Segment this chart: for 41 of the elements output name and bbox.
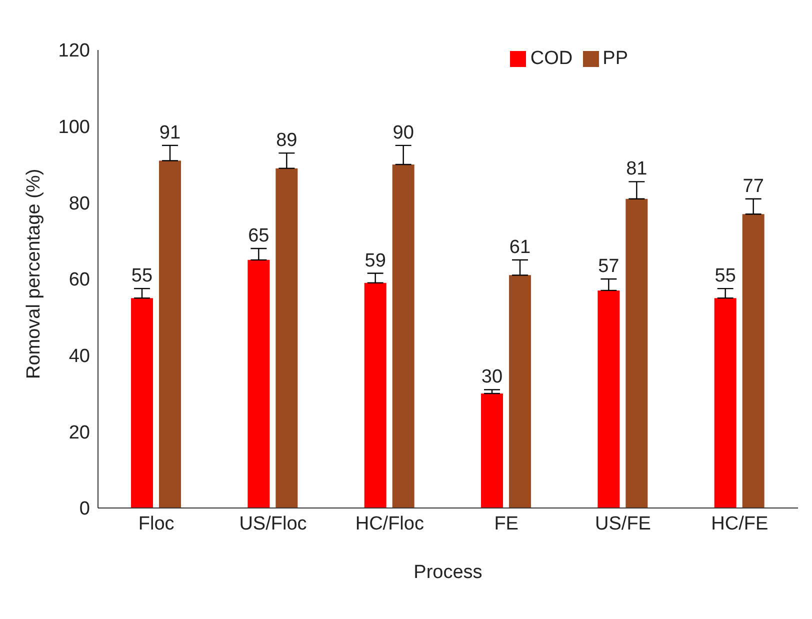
bar: [364, 282, 386, 508]
x-tick-label: FE: [494, 513, 518, 534]
x-tick-label: HC/FE: [711, 513, 768, 534]
data-label: 77: [742, 176, 764, 197]
x-tick-label: US/Floc: [239, 513, 307, 534]
bar: [392, 164, 414, 508]
data-label: 57: [598, 256, 620, 277]
legend-label: COD: [530, 48, 573, 69]
y-tick-label: 20: [68, 422, 90, 444]
data-label: 59: [364, 250, 386, 272]
bar: [509, 275, 531, 508]
bar: [248, 260, 270, 508]
bar: [598, 290, 620, 508]
y-axis-title: Romoval percentage (%): [24, 168, 45, 379]
bar: [131, 298, 153, 508]
data-label: 90: [392, 122, 414, 144]
bar: [626, 198, 648, 508]
data-label: 55: [714, 266, 736, 287]
data-label: 81: [626, 158, 648, 180]
x-tick-label: Floc: [138, 513, 174, 534]
x-axis-title: Process: [414, 562, 482, 583]
y-tick-label: 0: [79, 498, 90, 520]
data-label: 55: [131, 266, 153, 287]
y-tick-label: 120: [58, 40, 90, 62]
bar: [714, 298, 736, 508]
bar: [159, 160, 181, 508]
data-label: 30: [481, 366, 503, 388]
data-label: 61: [509, 236, 531, 258]
legend-label: PP: [602, 48, 628, 69]
y-tick-label: 40: [68, 346, 90, 368]
bar: [276, 168, 298, 508]
data-label: 65: [248, 225, 270, 246]
data-label: 89: [276, 130, 298, 152]
x-tick-label: HC/Floc: [355, 513, 424, 534]
x-tick-label: US/FE: [595, 513, 651, 534]
data-label: 91: [159, 122, 181, 144]
bar: [742, 214, 764, 508]
bar: [481, 394, 503, 508]
y-tick-label: 100: [58, 117, 90, 138]
y-tick-label: 80: [68, 193, 90, 214]
y-tick-label: 60: [68, 270, 90, 291]
